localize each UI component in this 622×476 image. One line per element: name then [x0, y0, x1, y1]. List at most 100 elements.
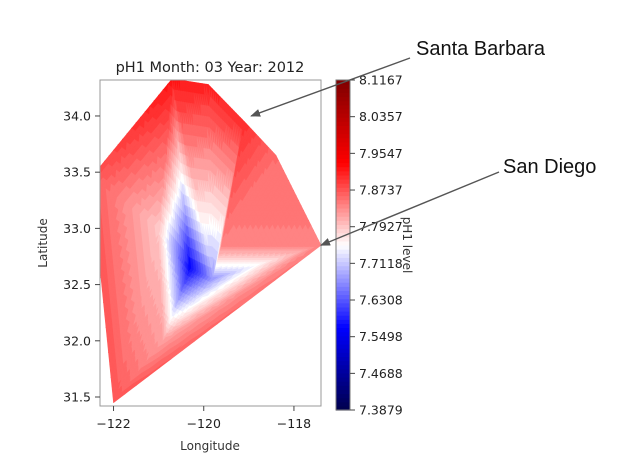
contour-cell — [93, 193, 97, 205]
santa-barbara-label: Santa Barbara — [416, 38, 546, 60]
colorbar-band — [336, 360, 350, 366]
colorbar-band — [336, 162, 350, 168]
colorbar-band — [336, 381, 350, 386]
colorbar-band — [336, 290, 350, 296]
colorbar-band — [336, 393, 350, 399]
colorbar-band — [336, 174, 350, 180]
colorbar-band — [336, 179, 350, 184]
colorbar-band — [336, 265, 350, 271]
colorbar-band — [336, 150, 350, 155]
y-axis: 31.532.032.533.033.534.0 — [63, 108, 100, 405]
colorbar-band — [336, 364, 350, 370]
x-axis: −122 −120 −118 — [96, 406, 311, 431]
colorbar-band — [336, 286, 350, 291]
contour-cell — [100, 195, 101, 197]
colorbar-band — [336, 220, 350, 225]
colorbar-band — [336, 311, 350, 316]
contour-cell — [95, 172, 100, 180]
colorbar-band — [336, 253, 350, 258]
colorbar-band — [336, 207, 350, 213]
colorbar-band — [336, 323, 350, 329]
colorbar-band — [336, 137, 350, 143]
contour-cell — [92, 181, 96, 193]
colorbar-band — [336, 158, 350, 164]
colorbar-band — [336, 315, 350, 320]
colorbar-tick-label: 7.3879 — [359, 403, 403, 418]
chart-title: pH1 Month: 03 Year: 2012 — [116, 60, 305, 76]
colorbar-band — [336, 146, 350, 151]
colorbar-band — [336, 92, 350, 98]
colorbar-band — [336, 385, 350, 390]
contour-cell — [100, 230, 101, 231]
colorbar-band — [336, 352, 350, 357]
colorbar-band — [336, 154, 350, 159]
y-tick-label: 34.0 — [63, 108, 91, 123]
colorbar-band — [336, 195, 350, 201]
colorbar-band — [336, 335, 350, 341]
contour-cell — [95, 206, 99, 218]
colorbar-band — [336, 170, 350, 176]
colorbar-band — [336, 191, 350, 197]
colorbar-band — [336, 401, 350, 407]
y-axis-label: Latitude — [36, 218, 50, 267]
colorbar-band — [336, 245, 350, 250]
colorbar-band — [336, 306, 350, 312]
colorbar-label: pH1 level — [400, 217, 414, 274]
x-tick-label: −122 — [96, 416, 130, 431]
y-tick-label: 33.5 — [63, 165, 91, 180]
contour-cell — [92, 190, 96, 202]
colorbar-tick-label: 7.5498 — [359, 329, 403, 344]
colorbar-band — [336, 273, 350, 279]
colorbar-band — [336, 240, 350, 246]
colorbar-band — [336, 327, 350, 333]
colorbar-band — [336, 257, 350, 263]
contour-cell — [93, 203, 97, 215]
colorbar-band — [336, 100, 350, 106]
colorbar-tick-label: 8.0357 — [359, 109, 403, 124]
colorbar-band — [336, 339, 350, 345]
colorbar-tick-label: 7.7118 — [359, 256, 403, 271]
colorbar-band — [336, 377, 350, 382]
colorbar-band — [336, 298, 350, 304]
colorbar: 7.38797.46887.54987.63087.71187.79277.87… — [335, 73, 403, 418]
contour-cell — [100, 195, 101, 197]
colorbar-band — [336, 117, 350, 122]
colorbar-band — [336, 88, 350, 93]
colorbar-band — [336, 278, 350, 283]
colorbar-band — [336, 113, 350, 118]
colorbar-band — [336, 302, 350, 308]
contour-region — [91, 80, 321, 403]
colorbar-band — [336, 331, 350, 337]
colorbar-tick-label: 7.8737 — [359, 183, 403, 198]
colorbar-band — [336, 397, 350, 403]
colorbar-band — [336, 356, 350, 362]
colorbar-tick-label: 7.4688 — [359, 366, 403, 381]
colorbar-band — [336, 216, 350, 221]
colorbar-band — [336, 104, 350, 110]
colorbar-band — [336, 199, 350, 205]
colorbar-band — [336, 96, 350, 102]
colorbar-band — [336, 203, 350, 209]
colorbar-band — [336, 166, 350, 172]
colorbar-band — [336, 348, 350, 353]
y-tick-label: 33.0 — [63, 221, 91, 236]
colorbar-band — [336, 125, 350, 131]
san-diego-label: San Diego — [503, 156, 596, 178]
colorbar-band — [336, 249, 350, 254]
contour-cell — [220, 244, 228, 248]
colorbar-band — [336, 224, 350, 230]
y-tick-label: 32.0 — [63, 333, 91, 348]
colorbar-tick-label: 7.9547 — [359, 146, 403, 161]
contour-cell — [91, 172, 96, 180]
colorbar-band — [336, 294, 350, 300]
colorbar-tick-label: 7.6308 — [359, 293, 403, 308]
colorbar-band — [336, 344, 350, 349]
colorbar-band — [336, 187, 350, 192]
colorbar-band — [336, 389, 350, 395]
colorbar-band — [336, 121, 350, 126]
contour-cell — [95, 175, 100, 183]
colorbar-band — [336, 141, 350, 147]
colorbar-band — [336, 183, 350, 188]
colorbar-band — [336, 269, 350, 275]
colorbar-band — [336, 108, 350, 114]
